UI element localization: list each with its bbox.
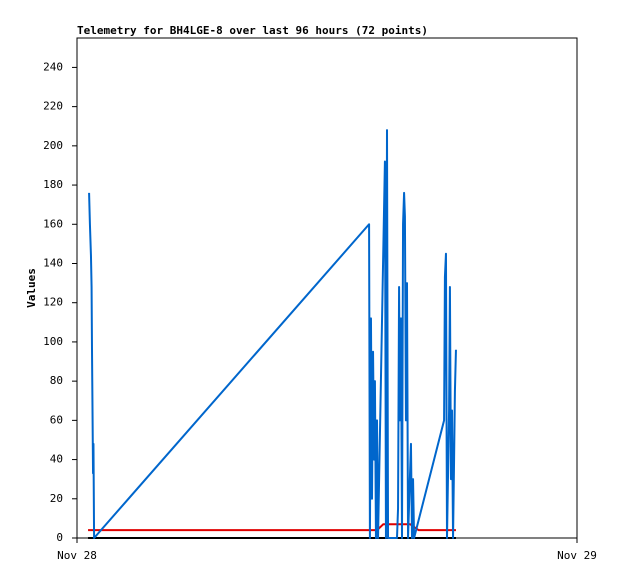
y-tick-label: 0	[56, 531, 63, 544]
y-tick-label: 220	[43, 100, 63, 113]
y-tick-label: 140	[43, 256, 63, 269]
y-tick-label: 80	[50, 374, 63, 387]
y-tick-label: 20	[50, 492, 63, 505]
y-tick-label: 60	[50, 413, 63, 426]
x-tick-label: Nov 28	[57, 549, 97, 562]
y-tick-label: 120	[43, 296, 63, 309]
y-tick-label: 40	[50, 453, 63, 466]
y-axis-label: Values	[25, 268, 38, 308]
y-tick-label: 240	[43, 60, 63, 73]
series-line	[88, 129, 457, 539]
y-tick-label: 160	[43, 217, 63, 230]
y-tick-label: 100	[43, 335, 63, 348]
plot-area	[76, 37, 578, 539]
y-tick-label: 180	[43, 178, 63, 191]
chart-title: Telemetry for BH4LGE-8 over last 96 hour…	[77, 24, 428, 37]
y-tick-label: 200	[43, 139, 63, 152]
x-tick-label: Nov 29	[557, 549, 597, 562]
